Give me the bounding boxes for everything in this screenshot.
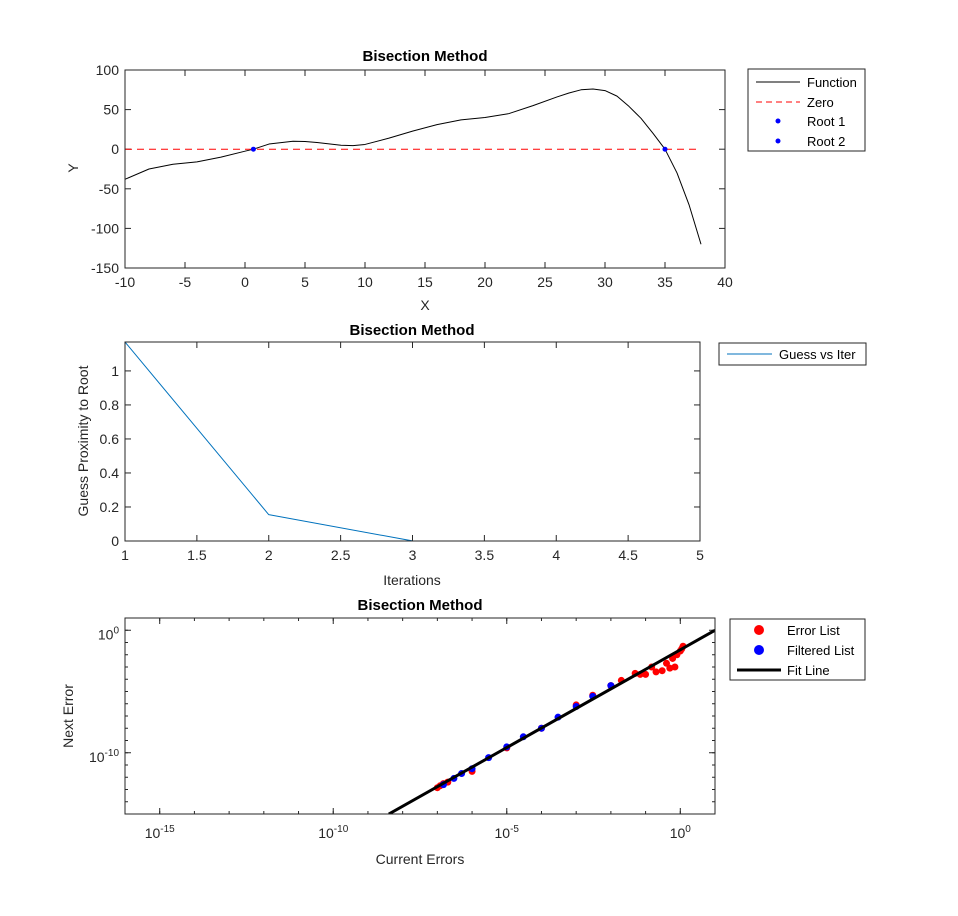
x-tick-label: 25 (537, 274, 553, 290)
x-tick-label: 35 (657, 274, 673, 290)
y-tick-label-base: 10 (98, 626, 114, 642)
x-tick-label: 40 (717, 274, 733, 290)
y-tick-label: 0.6 (100, 431, 120, 447)
subplot-function-legend-box (747, 68, 866, 152)
y-tick-label: 50 (103, 102, 119, 118)
subplot-error-axes-box (124, 617, 716, 815)
function-line (125, 88, 702, 245)
x-tick-label-exponent: -15 (160, 824, 175, 835)
x-tick-label-base: 10 (145, 825, 161, 841)
y-tick-label: 10-10 (89, 748, 119, 765)
subplot-function-axes-box (124, 69, 726, 269)
x-tick-label: 100 (670, 824, 692, 841)
error-list-point (652, 668, 660, 676)
subplot-function-ylabel: Y (65, 163, 81, 173)
x-tick-label: 10-5 (495, 824, 520, 841)
legend-fit-line-label: Fit Line (787, 663, 830, 678)
y-tick-label-exponent: -10 (105, 748, 120, 759)
x-tick-label: 2 (265, 547, 273, 563)
x-tick-label: 3.5 (475, 547, 495, 563)
x-tick-label: 3 (409, 547, 417, 563)
legend-filtered-list-marker-icon (754, 645, 764, 655)
x-tick-label: 0 (241, 274, 249, 290)
x-tick-label: -5 (179, 274, 192, 290)
subplot-error-loglog: Bisection Method Current Errors Next Err… (60, 597, 866, 867)
x-tick-label: 1.5 (187, 547, 207, 563)
y-tick-label: 0 (111, 533, 119, 549)
y-tick-label: 0.8 (100, 397, 120, 413)
subplot-convergence-axes-box (124, 341, 701, 542)
x-tick-label: 4.5 (618, 547, 638, 563)
x-tick-label: 1 (121, 547, 129, 563)
x-tick-label-exponent: 0 (685, 824, 691, 835)
y-tick-label: 0 (111, 141, 119, 157)
subplot-convergence: Bisection Method Iterations Guess Proxim… (75, 322, 867, 588)
fit-line-line (388, 628, 715, 814)
error-list-point (671, 663, 679, 671)
legend-filtered-list-label: Filtered List (787, 643, 855, 658)
subplot-function-title: Bisection Method (362, 48, 487, 65)
subplot-convergence-ylabel: Guess Proximity to Root (75, 365, 91, 516)
x-tick-label: 10-15 (145, 824, 175, 841)
legend-root2-marker-icon (775, 138, 781, 144)
x-tick-label: 4 (552, 547, 560, 563)
y-tick-label: 0.2 (100, 499, 120, 515)
x-tick-label: 30 (597, 274, 613, 290)
subplot-convergence-legend: Guess vs Iter (718, 342, 867, 366)
x-tick-label: -10 (115, 274, 135, 290)
subplot-function: Bisection Method X Y -10 -5 0 5 10 15 20 25 30 35… (65, 48, 866, 313)
subplot-error-xlabel: Current Errors (376, 851, 465, 867)
x-tick-label: 10-10 (318, 824, 348, 841)
x-tick-label: 2.5 (331, 547, 351, 563)
root-2-point (662, 146, 668, 152)
legend-root2-label: Root 2 (807, 134, 845, 149)
legend-zero-label: Zero (807, 95, 834, 110)
subplot-error-plot-area (388, 628, 715, 814)
subplot-error-ylabel: Next Error (60, 684, 76, 748)
error-list-point (642, 670, 650, 678)
x-tick-label: 5 (696, 547, 704, 563)
legend-function-label: Function (807, 75, 857, 90)
y-tick-label: -50 (99, 181, 119, 197)
y-tick-label: 0.4 (100, 465, 120, 481)
y-tick-label-base: 10 (89, 749, 105, 765)
x-tick-label-exponent: -10 (334, 824, 349, 835)
legend-guess-label: Guess vs Iter (779, 347, 856, 362)
y-tick-label: -100 (91, 220, 119, 236)
subplot-function-plot-area (125, 88, 702, 245)
x-tick-label: 5 (301, 274, 309, 290)
x-tick-label-base: 10 (318, 825, 334, 841)
x-tick-label: 20 (477, 274, 493, 290)
y-tick-label: -150 (91, 260, 119, 276)
subplot-error-title: Bisection Method (357, 597, 482, 614)
subplot-convergence-legend-box (718, 342, 867, 366)
x-tick-label-base: 10 (670, 825, 686, 841)
x-tick-label-base: 10 (495, 825, 511, 841)
root-1-point (250, 146, 256, 152)
y-tick-label-exponent: 0 (113, 625, 119, 636)
y-tick-label: 100 (98, 625, 120, 642)
x-tick-label: 15 (417, 274, 433, 290)
legend-root1-marker-icon (775, 118, 781, 124)
legend-error-list-label: Error List (787, 623, 840, 638)
legend-root1-label: Root 1 (807, 114, 845, 129)
error-list-point (658, 667, 666, 675)
x-tick-label-exponent: -5 (510, 824, 519, 835)
error-list-point (662, 659, 670, 667)
x-tick-label: 10 (357, 274, 373, 290)
subplot-convergence-title: Bisection Method (349, 322, 474, 339)
subplot-function-legend: Function Zero Root 1 Root 2 (747, 68, 866, 152)
subplot-function-xlabel: X (420, 297, 430, 313)
subplot-convergence-xlabel: Iterations (383, 572, 441, 588)
y-tick-label: 1 (111, 363, 119, 379)
y-tick-label: 100 (96, 62, 120, 78)
subplot-error-legend: Error List Filtered List Fit Line (729, 618, 866, 681)
legend-error-list-marker-icon (754, 625, 764, 635)
